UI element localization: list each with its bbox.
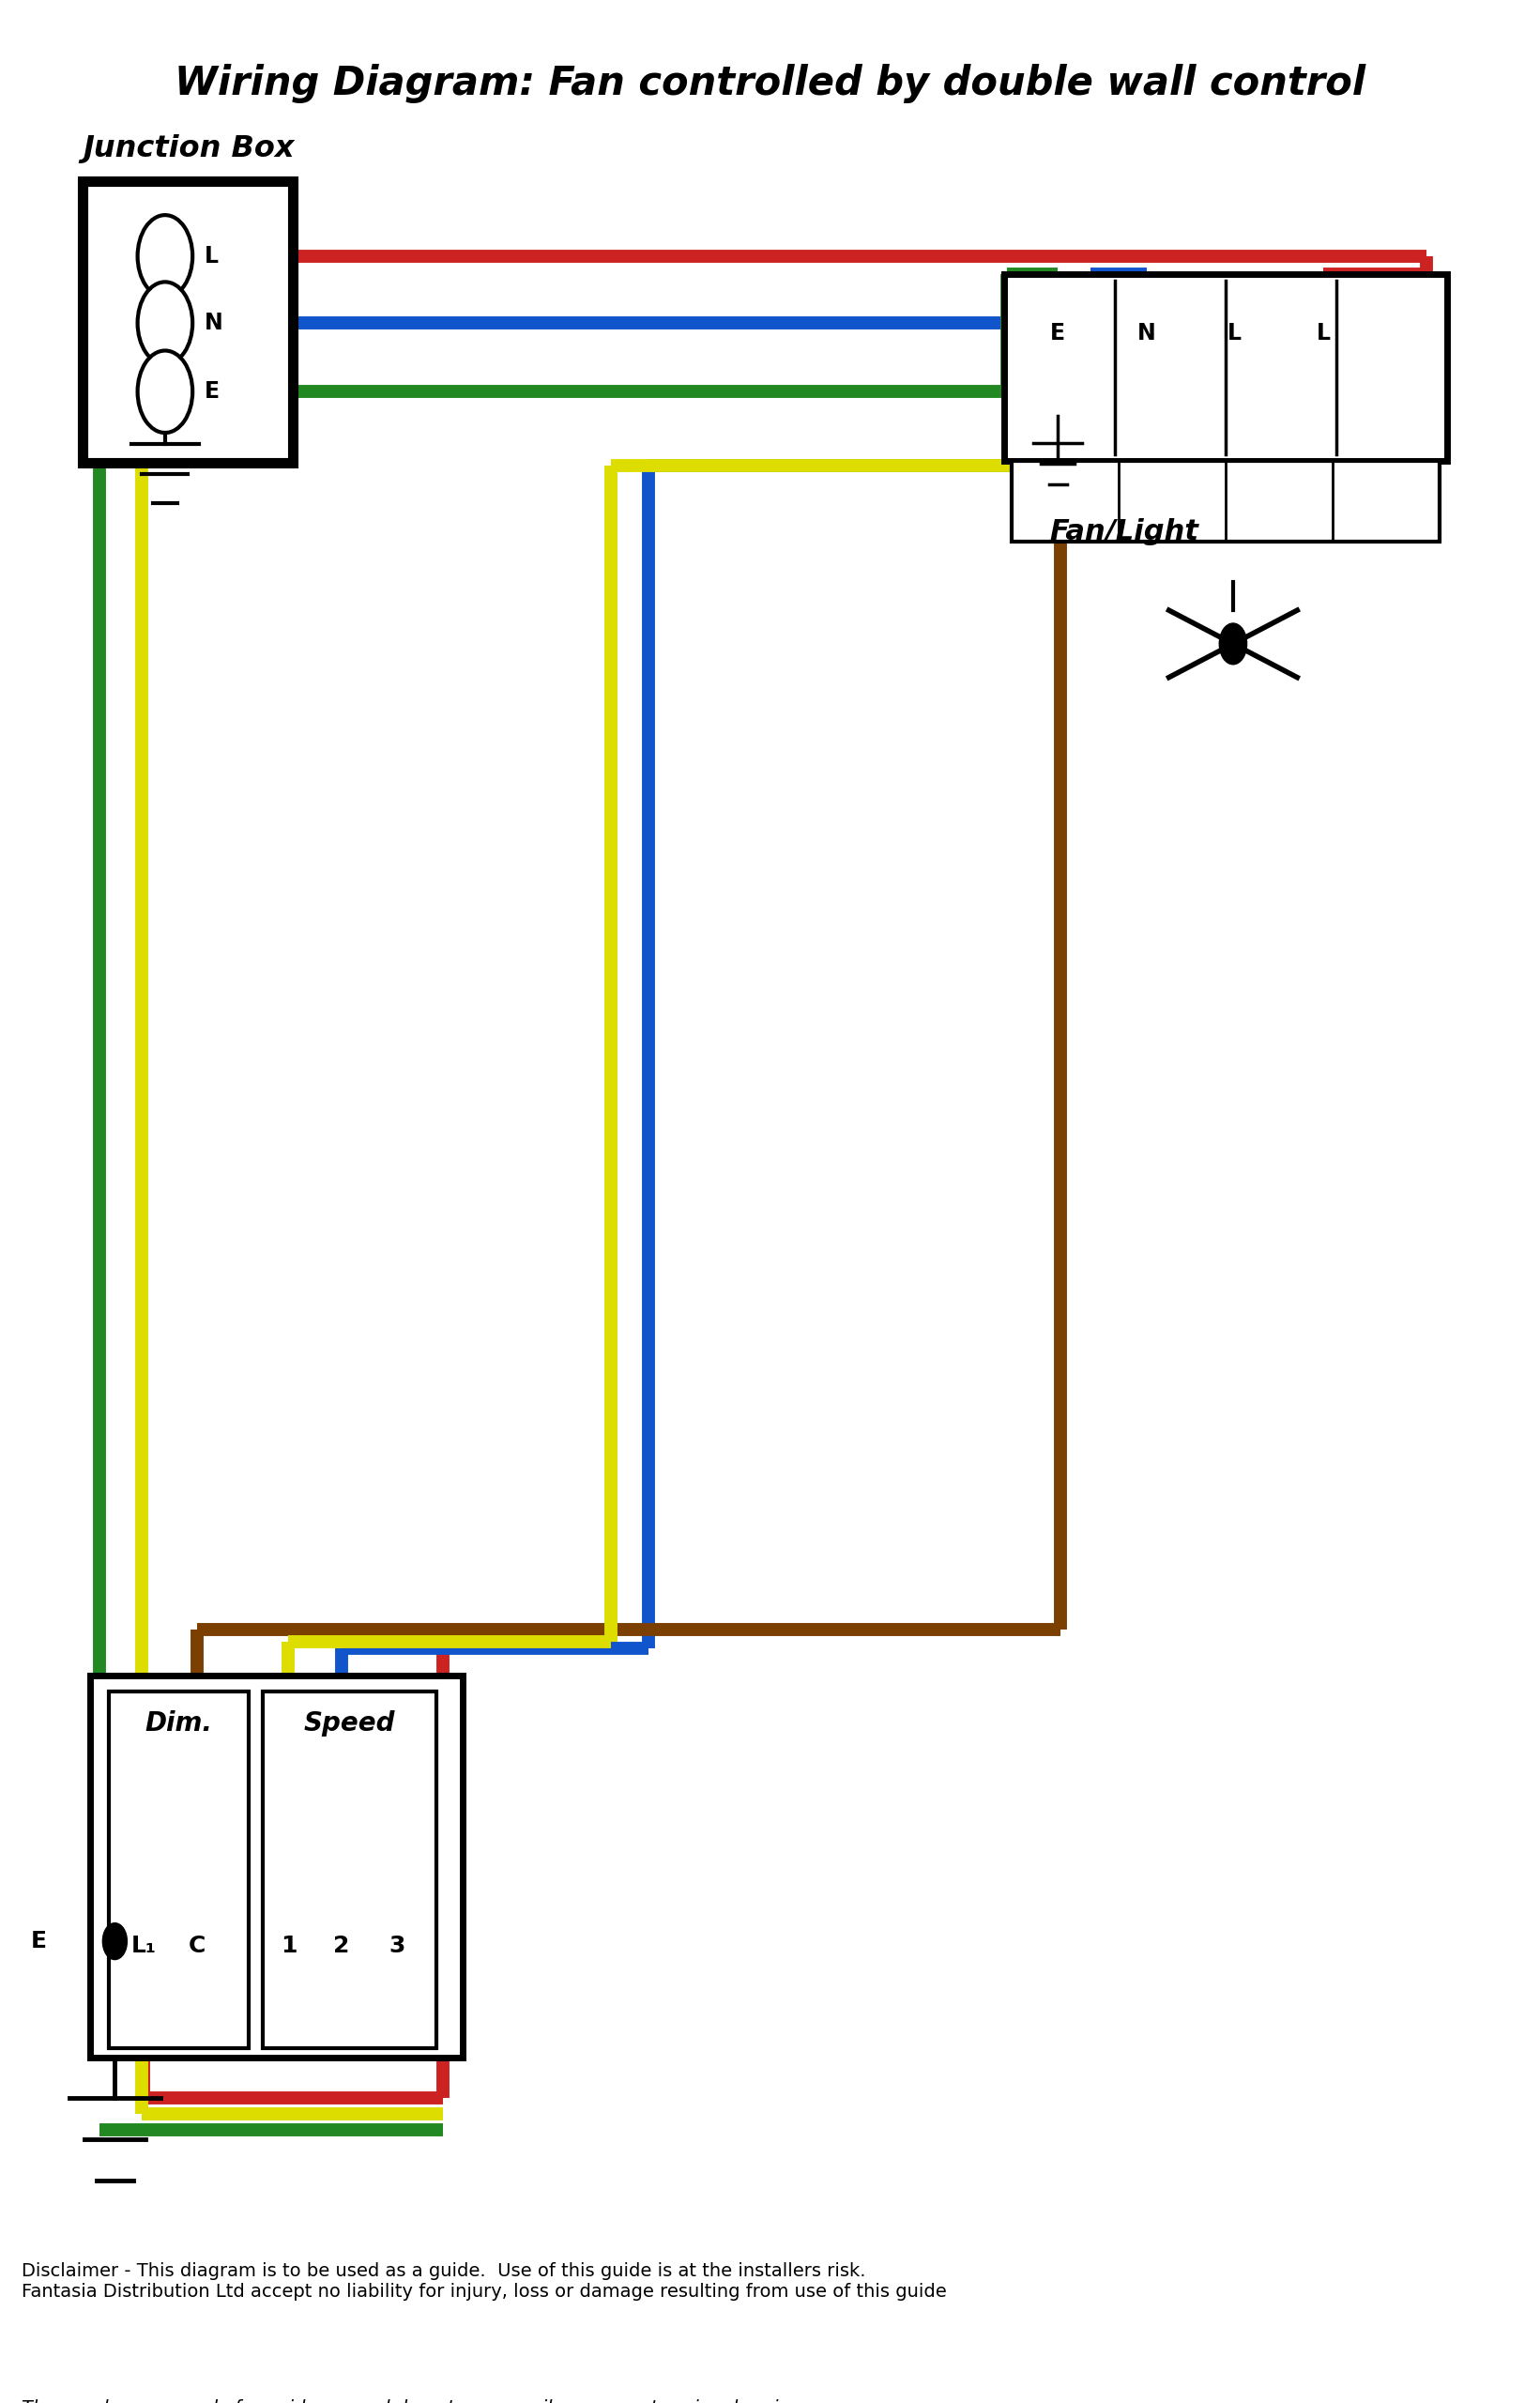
Text: These colours are only for guidance and do not necessarily represent regional va: These colours are only for guidance and … [22, 2401, 822, 2403]
Bar [83, 180, 293, 464]
Text: Junction Box: Junction Box [83, 135, 294, 163]
Text: E: E [205, 380, 220, 404]
Text: N: N [205, 312, 223, 334]
Bar [109, 1692, 248, 2047]
Text: L₁: L₁ [131, 1934, 156, 1956]
Text: Disclaimer - This diagram is to be used as a guide.  Use of this guide is at the: Disclaimer - This diagram is to be used … [22, 2264, 947, 2302]
Bar [1004, 274, 1448, 461]
Text: 1: 1 [280, 1934, 297, 1956]
Text: N: N [1137, 322, 1155, 344]
Text: 3: 3 [390, 1934, 405, 1956]
Text: 2: 2 [333, 1934, 350, 1956]
Circle shape [137, 281, 192, 365]
Text: Fan/Light: Fan/Light [1050, 519, 1200, 545]
Text: Dim.: Dim. [145, 1711, 213, 1737]
Text: Speed: Speed [303, 1711, 396, 1737]
Text: Wiring Diagram: Fan controlled by double wall control: Wiring Diagram: Fan controlled by double… [174, 62, 1366, 103]
Bar [91, 1675, 462, 2057]
Text: E: E [31, 1930, 48, 1954]
Text: L: L [205, 245, 219, 267]
Text: E: E [1050, 322, 1066, 344]
Bar [1012, 461, 1440, 541]
Text: L: L [1227, 322, 1241, 344]
Text: C: C [188, 1934, 206, 1956]
Circle shape [1220, 622, 1247, 663]
Circle shape [103, 1922, 128, 1958]
Bar [262, 1692, 436, 2047]
Text: L: L [1317, 322, 1331, 344]
Circle shape [137, 351, 192, 433]
Circle shape [137, 216, 192, 298]
